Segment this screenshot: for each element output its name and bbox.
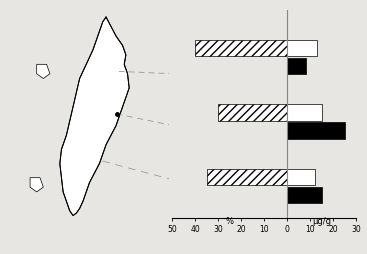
Bar [218,104,287,121]
Bar [287,187,321,203]
Bar [195,40,287,56]
Bar [287,169,315,185]
Bar [287,40,317,56]
Bar [207,169,287,185]
Text: µg/g: µg/g [312,217,331,226]
Polygon shape [60,17,129,215]
Polygon shape [37,64,50,78]
Text: %: % [226,217,234,226]
Bar [287,104,321,121]
Polygon shape [30,178,43,192]
Bar [287,122,345,139]
Bar [287,58,305,74]
